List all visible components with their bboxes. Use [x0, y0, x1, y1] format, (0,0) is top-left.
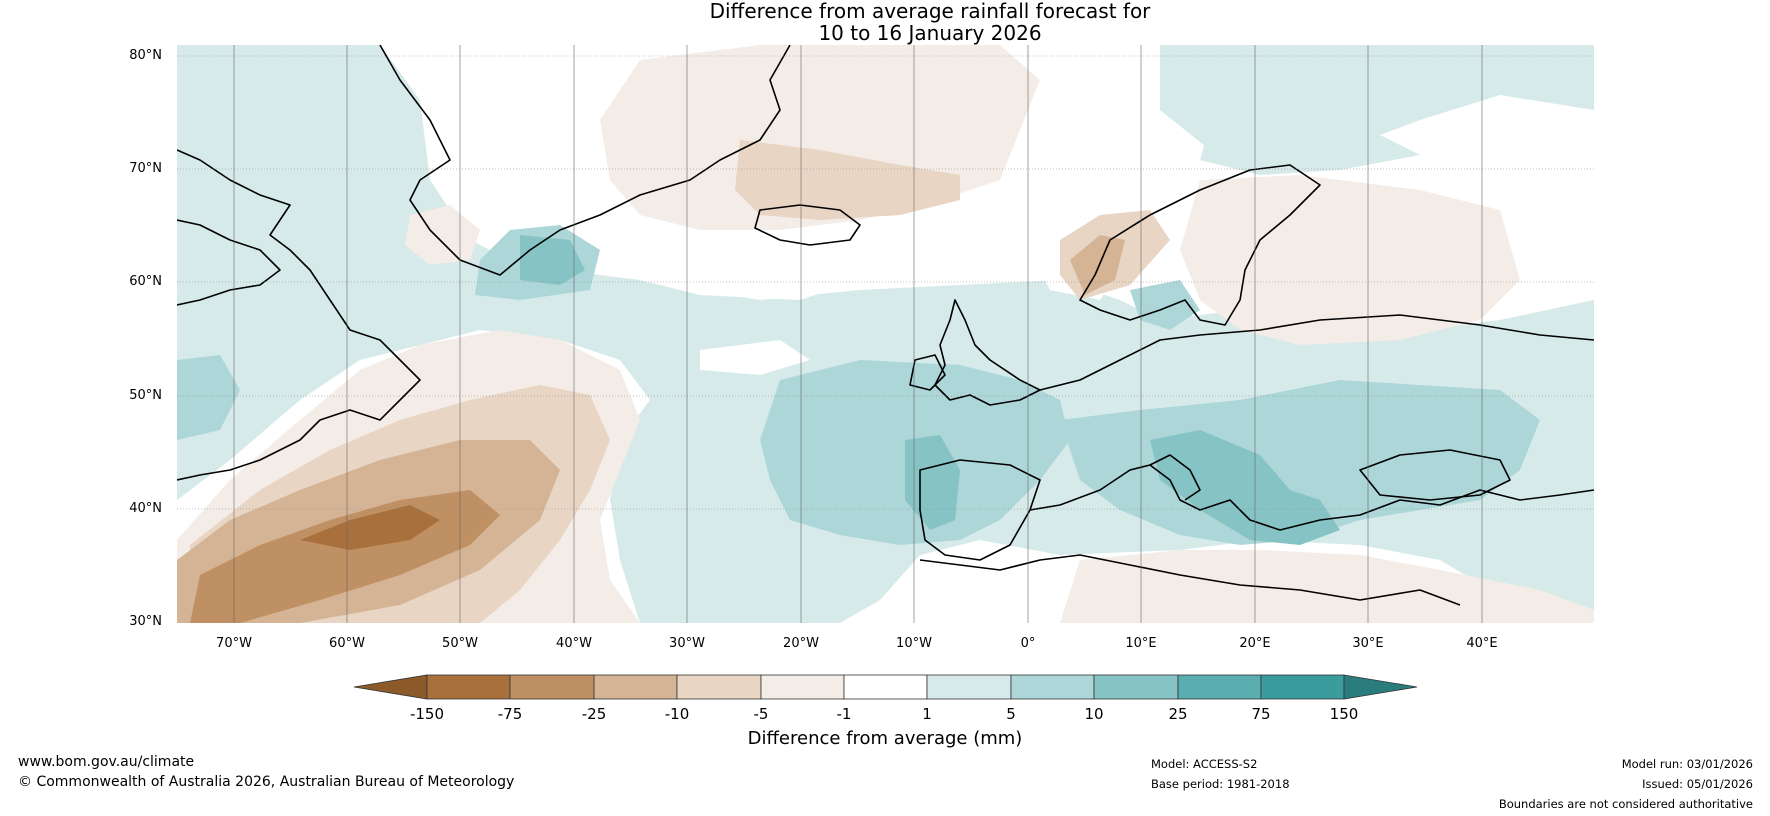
- colorbar-title: Difference from average (mm): [747, 728, 1023, 749]
- coastlines: [177, 45, 1594, 606]
- colorbar-seg-7: [926, 674, 1012, 700]
- lon-label-20w: 20°W: [783, 636, 819, 651]
- colorbar-seg-9: [1093, 674, 1179, 700]
- colorbar-seg-1: [426, 674, 511, 700]
- colorbar-seg-2: [509, 674, 595, 700]
- lat-label-70n: 70°N: [129, 161, 162, 176]
- colorbar-seg-10: [1177, 674, 1262, 700]
- colorbar-tick-label: -75: [497, 705, 523, 723]
- colorbar-tick-label: -5: [753, 705, 769, 723]
- graticule: [177, 55, 1594, 510]
- colorbar-tick-label: 25: [1168, 705, 1188, 723]
- map-panel: [177, 45, 1594, 623]
- copyright-text: © Commonwealth of Australia 2026, Austra…: [18, 774, 515, 790]
- colorbar-tick-label: -25: [581, 705, 607, 723]
- lon-label-30e: 30°E: [1352, 636, 1384, 651]
- colorbar-seg-11: [1260, 674, 1345, 700]
- model-text: Model: ACCESS-S2: [1151, 757, 1258, 771]
- lat-label-30n: 30°N: [129, 614, 162, 629]
- lat-label-60n: 60°N: [129, 274, 162, 289]
- disclaimer-text: Boundaries are not considered authoritat…: [1498, 797, 1753, 811]
- lon-label-20e: 20°E: [1239, 636, 1271, 651]
- colorbar-tick-label: -1: [836, 705, 852, 723]
- colorbar-tick-label: -10: [664, 705, 690, 723]
- colorbar-seg-6: [843, 674, 928, 700]
- lon-label-50w: 50°W: [442, 636, 478, 651]
- colorbar-seg-3: [593, 674, 678, 700]
- lon-label-40e: 40°E: [1466, 636, 1498, 651]
- website-link[interactable]: www.bom.gov.au/climate: [18, 754, 195, 770]
- lat-label-50n: 50°N: [129, 388, 162, 403]
- map-title-line1: Difference from average rainfall forecas…: [709, 0, 1151, 23]
- colorbar-arrow-high: [1343, 674, 1418, 700]
- model-run-text: Model run: 03/01/2026: [1621, 757, 1753, 771]
- map-title-line2: 10 to 16 January 2026: [818, 21, 1042, 45]
- lon-label-10e: 10°E: [1125, 636, 1157, 651]
- lon-label-10w: 10°W: [896, 636, 932, 651]
- base-period-text: Base period: 1981-2018: [1151, 777, 1290, 791]
- lat-label-40n: 40°N: [129, 501, 162, 516]
- lon-label-30w: 30°W: [669, 636, 705, 651]
- colorbar-tick-label: 5: [1006, 705, 1016, 723]
- lon-label-70w: 70°W: [216, 636, 252, 651]
- colorbar-tick-label: 10: [1084, 705, 1104, 723]
- colorbar-seg-8: [1010, 674, 1095, 700]
- colorbar-arrow-low: [353, 674, 428, 700]
- colorbar-seg-4: [676, 674, 762, 700]
- colorbar-tick-label: 75: [1251, 705, 1271, 723]
- colorbar-tick-label: -150: [409, 705, 445, 723]
- lon-label-60w: 60°W: [329, 636, 365, 651]
- lat-label-80n: 80°N: [129, 48, 162, 63]
- colorbar-tick-label: 150: [1329, 705, 1359, 723]
- colorbar: [353, 674, 1418, 700]
- colorbar-seg-5: [760, 674, 845, 700]
- lon-label-0: 0°: [1020, 636, 1036, 651]
- colorbar-tick-label: 1: [922, 705, 932, 723]
- lon-label-40w: 40°W: [556, 636, 592, 651]
- issued-text: Issued: 05/01/2026: [1642, 777, 1753, 791]
